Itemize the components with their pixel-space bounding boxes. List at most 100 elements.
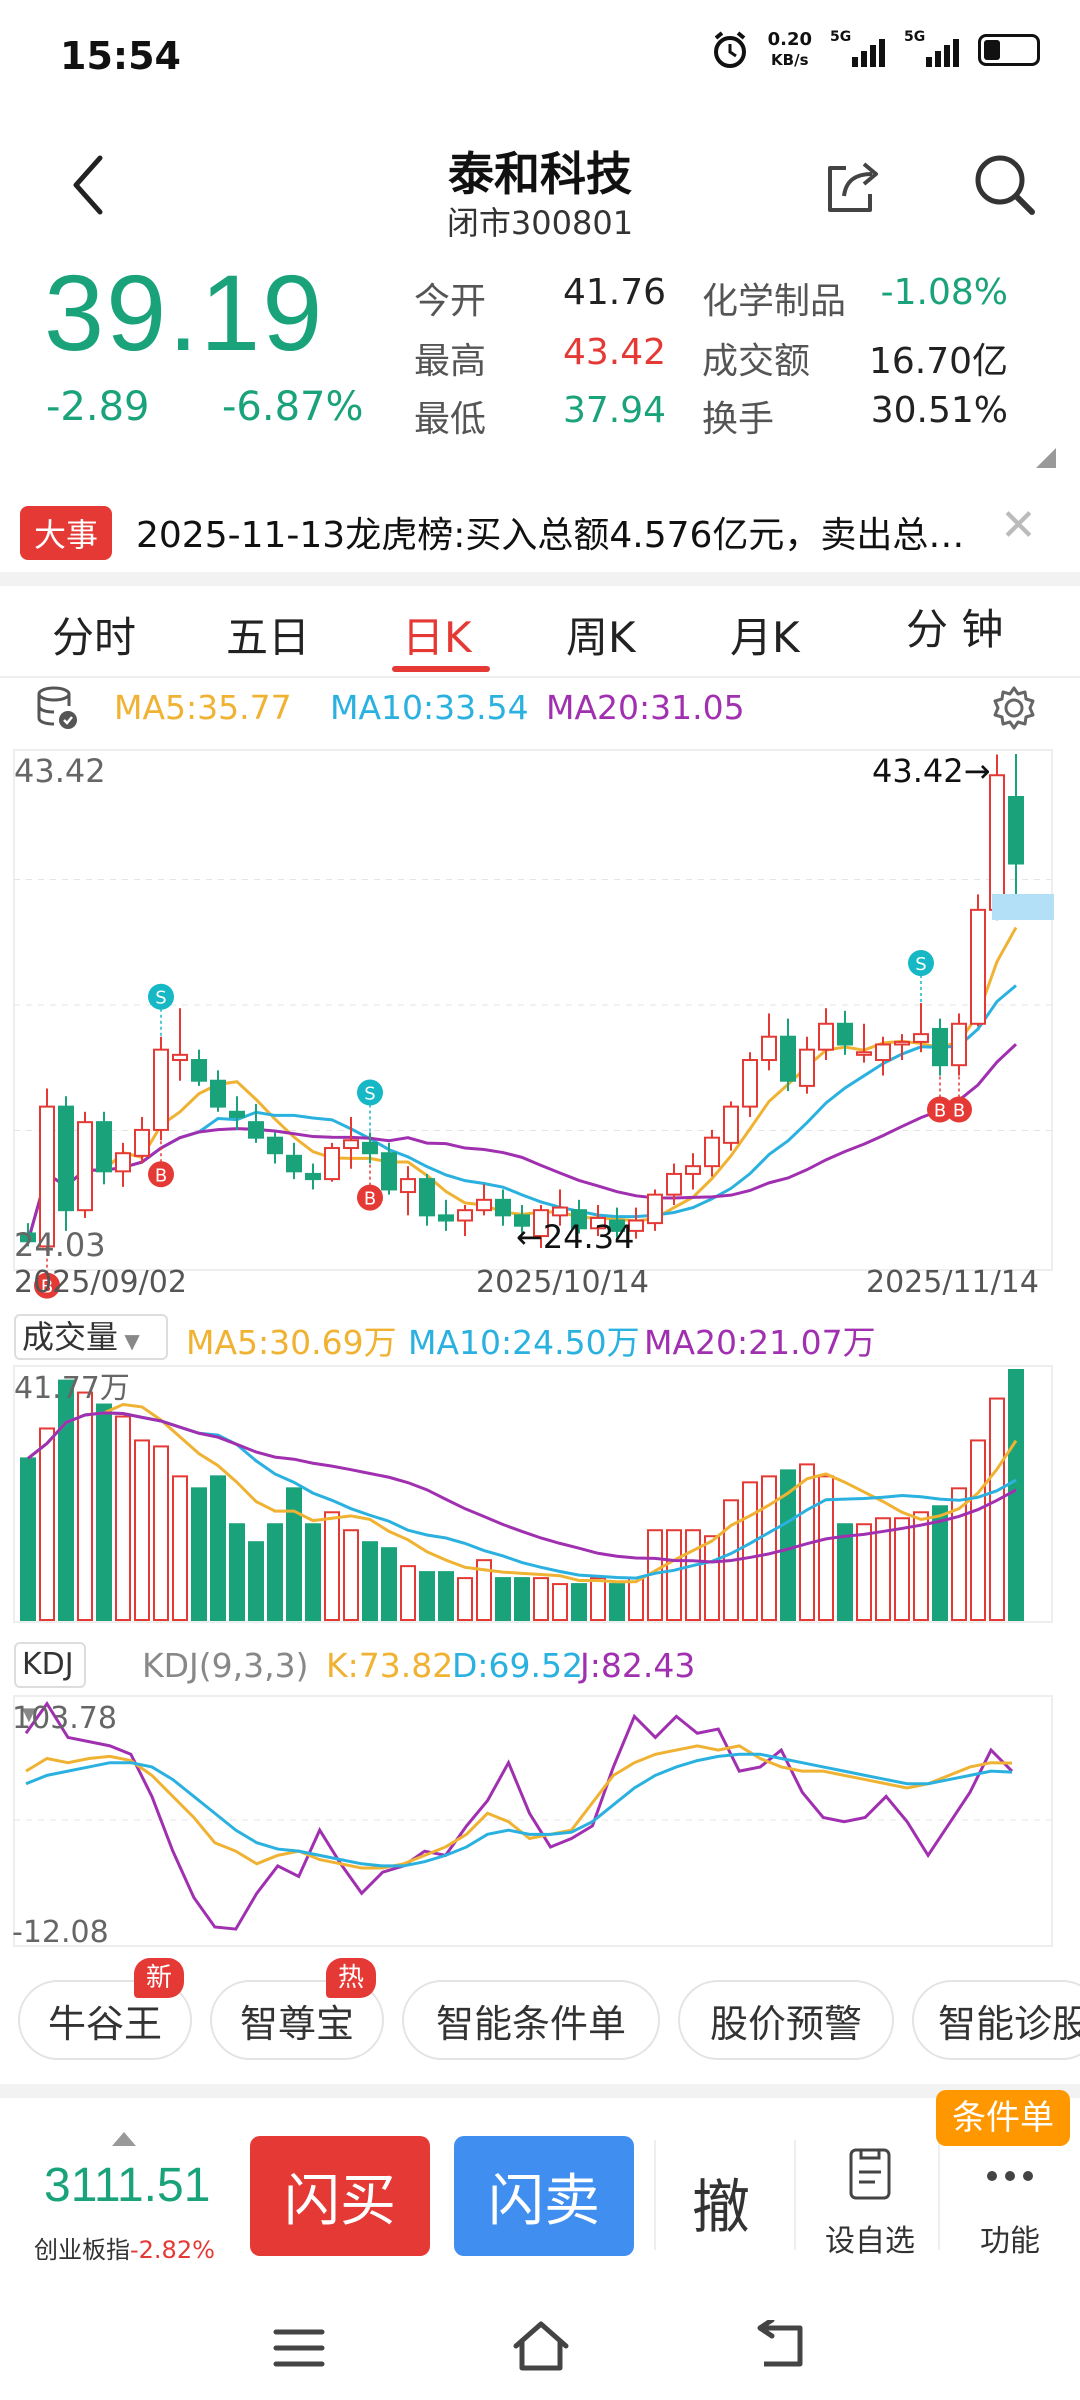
volume-indicator-select[interactable]: 成交量 ▼	[14, 1314, 168, 1360]
close-icon[interactable]: ✕	[1000, 500, 1037, 551]
volume-bar	[875, 1517, 891, 1621]
x-tick-label: 2025/09/02	[14, 1265, 187, 1300]
candle	[647, 1193, 663, 1225]
back-icon[interactable]	[60, 150, 120, 220]
candle	[799, 1048, 815, 1087]
turnover-rate: 30.51%	[870, 390, 1008, 431]
open-value: 41.76	[562, 272, 666, 313]
expand-index-icon[interactable]	[112, 2132, 136, 2146]
kdj-k-line	[25, 1744, 1013, 1870]
kdj-lines	[24, 1701, 1014, 1931]
high-value: 43.42	[562, 332, 666, 373]
tab-monthly-k[interactable]: 月K	[730, 613, 800, 662]
flash-buy-button[interactable]: 闪买	[250, 2136, 430, 2256]
system-nav-bar	[0, 2290, 1080, 2400]
candle	[362, 1141, 378, 1155]
kdj-params: KDJ(9,3,3)	[142, 1646, 309, 1685]
tab-five-day[interactable]: 五日	[226, 613, 311, 662]
search-icon[interactable]	[970, 150, 1038, 218]
volume-bar	[761, 1475, 777, 1622]
more-functions-button[interactable]: 功能	[950, 2146, 1070, 2259]
divider	[0, 2084, 1080, 2098]
settings-icon[interactable]	[990, 684, 1038, 732]
volume-bar	[39, 1427, 55, 1622]
flash-sell-button[interactable]: 闪卖	[454, 2136, 634, 2256]
tab-weekly-k[interactable]: 周K	[566, 613, 636, 662]
divider	[0, 572, 1080, 586]
candle	[571, 1209, 587, 1230]
candle	[172, 1053, 188, 1062]
volume-bar	[267, 1523, 283, 1621]
volume-bar	[856, 1523, 872, 1621]
battery-icon	[978, 34, 1040, 66]
news-text[interactable]: 2025-11-13龙虎榜:买入总额4.576亿元，卖出总额…	[136, 515, 996, 556]
tab-daily-k[interactable]: 日K	[402, 613, 472, 662]
candle	[552, 1206, 568, 1217]
volume-bar	[609, 1583, 625, 1622]
candle	[96, 1121, 112, 1173]
signal-label: B	[953, 1101, 965, 1122]
kdj-chart[interactable]: 103.78 -12.08	[0, 1692, 1080, 1952]
signal-label: B	[41, 1277, 53, 1298]
volume-bar	[419, 1571, 435, 1621]
signal-label: S	[915, 954, 926, 975]
tab-intraday[interactable]: 分时	[52, 613, 137, 662]
kdj-j-line	[24, 1701, 1014, 1931]
moving-average-lines	[26, 926, 1018, 1242]
ma5-label: MA5:35.77	[114, 688, 292, 727]
news-bar[interactable]: 大事 2025-11-13龙虎榜:买入总额4.576亿元，卖出总额… ✕	[0, 490, 1080, 570]
share-icon[interactable]	[820, 154, 884, 218]
x-tick-label: 2025/11/14	[866, 1265, 1039, 1300]
sector-label[interactable]: 化学制品	[702, 281, 847, 322]
kdj-top-label: 103.78	[12, 1701, 117, 1736]
home-icon[interactable]	[510, 2318, 572, 2374]
candle	[742, 1059, 758, 1108]
database-icon[interactable]	[36, 684, 80, 732]
candle	[476, 1198, 492, 1212]
back-nav-icon[interactable]	[752, 2320, 810, 2372]
volume-bar	[818, 1475, 834, 1622]
zhizunbao-button[interactable]: 智尊宝	[210, 1980, 384, 2060]
add-watchlist-button[interactable]: 设自选	[810, 2146, 930, 2259]
volume-bar	[780, 1469, 796, 1621]
candle	[381, 1152, 397, 1191]
price-alert-button[interactable]: 股价预警	[678, 1980, 894, 2060]
volume-bar	[552, 1583, 568, 1622]
tab-minute[interactable]: 分 钟	[906, 605, 1004, 654]
volume-bar	[229, 1523, 245, 1621]
low-label: 最低	[414, 399, 487, 440]
menu-icon[interactable]	[272, 2326, 326, 2370]
current-price: 39.19	[44, 252, 325, 373]
volume-chart[interactable]: 41.77万	[0, 1362, 1080, 1626]
volume-bar	[20, 1457, 36, 1621]
volume-bars	[20, 1369, 1024, 1622]
price-change: -2.89	[46, 384, 150, 430]
candle	[609, 1219, 625, 1232]
kdj-indicator-select[interactable]: KDJ ▼	[14, 1642, 86, 1725]
signal-icon: 5G	[830, 29, 886, 67]
condition-order-badge[interactable]: 条件单	[936, 2090, 1070, 2146]
volume-bar	[533, 1577, 549, 1621]
volume-bar	[381, 1547, 397, 1621]
volume-bar	[913, 1511, 929, 1622]
signal-label: B	[934, 1101, 946, 1122]
turnover-amount-label: 成交额	[702, 341, 811, 382]
volume-bar	[970, 1439, 986, 1621]
smart-diagnosis-button[interactable]: 智能诊股	[912, 1980, 1080, 2060]
candle	[400, 1178, 416, 1194]
smart-condition-order-button[interactable]: 智能条件单	[402, 1980, 660, 2060]
header: 泰和科技 闭市300801	[0, 120, 1080, 250]
stock-status-code: 闭市300801	[446, 204, 634, 242]
candle	[533, 1209, 549, 1238]
index-value[interactable]: 3111.51	[44, 2159, 211, 2212]
buy-signal	[148, 1161, 174, 1188]
volume-bar	[343, 1529, 359, 1621]
expand-quote-icon[interactable]	[1036, 448, 1056, 468]
chart-frame	[13, 1365, 1053, 1623]
candle	[894, 1040, 910, 1046]
status-time: 15:54	[60, 34, 181, 78]
cancel-order-button[interactable]: 撤	[692, 2173, 751, 2241]
niuguwang-button[interactable]: 牛谷王	[18, 1980, 192, 2060]
candle	[286, 1154, 302, 1173]
